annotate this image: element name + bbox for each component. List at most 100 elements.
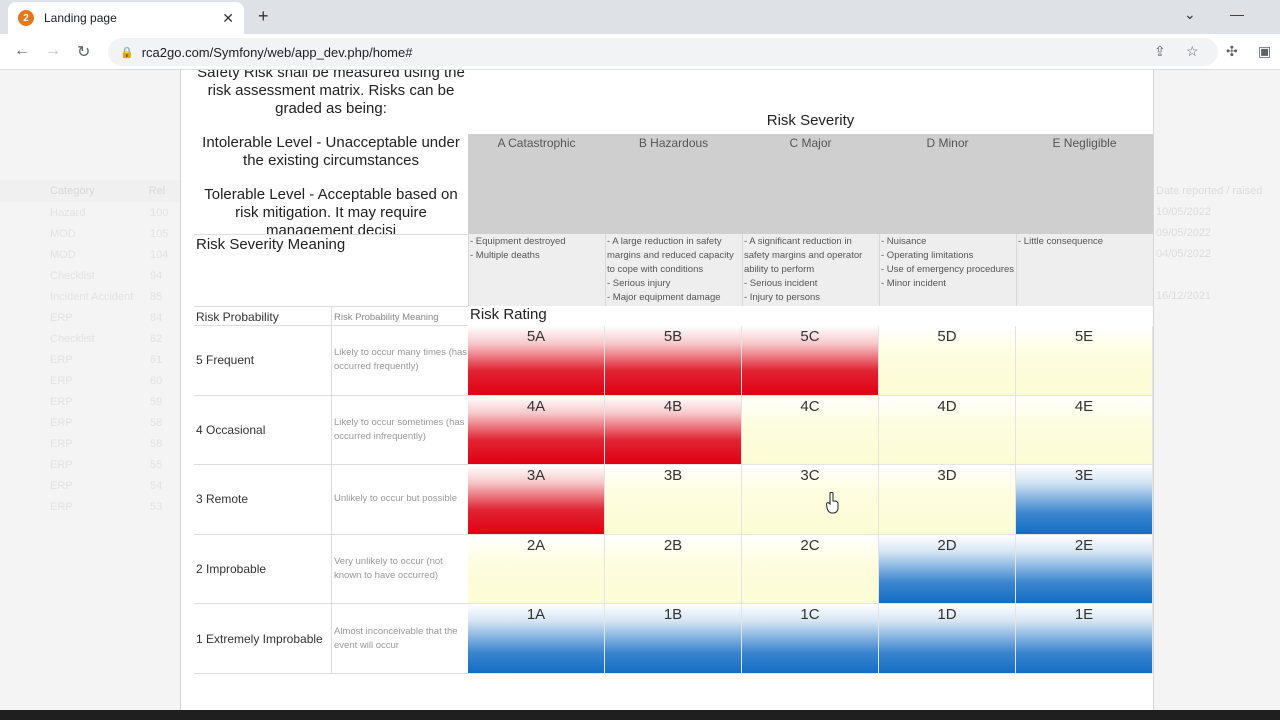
risk-rating-cell[interactable]: 2D xyxy=(879,534,1016,605)
bottom-bar xyxy=(0,710,1280,720)
address-bar[interactable]: 🔒 rca2go.com/Symfony/web/app_dev.php/hom… xyxy=(108,38,1218,66)
background-list-item: Incident Accident 85 xyxy=(0,286,180,307)
risk-probability-header: Risk Probability xyxy=(194,306,331,326)
background-count: 55 xyxy=(150,458,163,471)
background-category: ERP xyxy=(50,479,73,492)
background-list-item: Checklist 94 xyxy=(0,265,180,286)
probability-row-label: 5 Frequent xyxy=(194,326,331,396)
risk-matrix-modal: Safety Risk shall be measured using the … xyxy=(180,70,1154,710)
background-count: 59 xyxy=(150,395,163,408)
risk-rating-cell[interactable]: 1E xyxy=(1016,604,1153,674)
risk-probability-meaning-header: Risk Probability Meaning xyxy=(331,306,468,326)
background-category: Checklist xyxy=(50,269,95,282)
probability-row-meaning: Almost inconceivable that the event will… xyxy=(331,604,468,674)
risk-rating-cell[interactable]: 2B xyxy=(605,534,742,605)
probability-row-label: 1 Extremely Improbable xyxy=(194,604,331,674)
risk-intro-text: Safety Risk shall be measured using the … xyxy=(194,70,468,234)
risk-rating-cell[interactable]: 2C xyxy=(742,534,879,605)
risk-rating-cell[interactable]: 3C xyxy=(742,465,879,535)
minimize-icon[interactable]: — xyxy=(1230,6,1244,22)
bookmark-star-icon[interactable]: ☆ xyxy=(1186,43,1199,59)
background-category: ERP xyxy=(50,416,73,429)
background-list-header: Category Rel xyxy=(0,180,180,202)
background-list-item: ERP 60 xyxy=(0,370,180,391)
site-favicon-icon: 2 xyxy=(18,10,34,26)
intro-lead: Safety Risk shall be measured using the … xyxy=(197,70,465,117)
background-category: MOD xyxy=(50,248,76,261)
risk-rating-cell[interactable]: 4E xyxy=(1016,395,1153,466)
forward-icon[interactable]: → xyxy=(45,42,61,59)
background-date: 10/05/2022 xyxy=(1156,205,1212,218)
severity-column-c: C Major xyxy=(789,136,832,150)
background-category: ERP xyxy=(50,311,73,324)
background-category: Checklist xyxy=(50,332,95,345)
risk-rating-cell[interactable]: 4A xyxy=(468,395,605,466)
risk-rating-cell[interactable]: 3B xyxy=(605,465,742,535)
risk-rating-cell[interactable]: 4B xyxy=(605,395,742,466)
risk-rating-cell[interactable]: 5E xyxy=(1016,326,1153,396)
background-list-item: ERP 59 xyxy=(0,391,180,412)
tab-close-icon[interactable]: ✕ xyxy=(222,9,234,26)
severity-meaning-d: - Nuisance - Operating limitations - Use… xyxy=(879,234,1016,306)
background-list-item: ERP 55 xyxy=(0,454,180,475)
background-date xyxy=(1152,264,1280,285)
risk-rating-cell[interactable]: 3D xyxy=(879,465,1016,535)
share-icon[interactable]: ⇪ xyxy=(1154,43,1166,59)
probability-row-meaning: Likely to occur sometimes (has occurred … xyxy=(331,395,468,466)
background-list-item: ERP 53 xyxy=(0,496,180,517)
background-category: ERP xyxy=(50,374,73,387)
background-right-header: Date reported / raised xyxy=(1156,184,1263,197)
risk-rating-cell[interactable]: 5C xyxy=(742,326,879,396)
risk-rating-cell[interactable]: 3E xyxy=(1016,465,1153,535)
tab-search-icon[interactable]: ⌄ xyxy=(1184,6,1196,22)
browser-toolbar: ← → ↻ 🔒 rca2go.com/Symfony/web/app_dev.p… xyxy=(0,34,1280,70)
background-count: 84 xyxy=(150,311,163,324)
risk-rating-cell[interactable]: 1A xyxy=(468,604,605,674)
severity-header-background xyxy=(468,134,1153,234)
background-count: 60 xyxy=(150,374,163,387)
background-count: 53 xyxy=(150,500,163,513)
probability-row-label: 3 Remote xyxy=(194,465,331,535)
background-category: Incident Accident xyxy=(50,290,134,303)
background-category: ERP xyxy=(50,458,73,471)
risk-rating-cell[interactable]: 1D xyxy=(879,604,1016,674)
background-date: 09/05/2022 xyxy=(1156,226,1212,239)
background-category: ERP xyxy=(50,500,73,513)
intro-intolerable: Intolerable Level - Unacceptable under t… xyxy=(202,134,460,169)
background-list-item: MOD 104 xyxy=(0,244,180,265)
probability-row-meaning: Very unlikely to occur (not known to hav… xyxy=(331,534,468,605)
browser-tab[interactable]: 2 Landing page ✕ xyxy=(8,2,244,34)
back-icon[interactable]: ← xyxy=(14,42,30,59)
extensions-icon[interactable]: ✣ xyxy=(1226,43,1238,59)
background-count: 104 xyxy=(150,248,169,261)
background-date: 04/05/2022 xyxy=(1156,247,1212,260)
background-list-item: ERP 61 xyxy=(0,349,180,370)
risk-rating-cell[interactable]: 4C xyxy=(742,395,879,466)
risk-rating-cell[interactable]: 3A xyxy=(468,465,605,535)
reload-icon[interactable]: ↻ xyxy=(77,44,91,61)
risk-rating-cell[interactable]: 5A xyxy=(468,326,605,396)
risk-rating-title: Risk Rating xyxy=(470,306,547,323)
background-list: Hazard 100 MOD 105 MOD 104 Checklist 94 Incident… xyxy=(0,202,180,517)
severity-column-b: B Hazardous xyxy=(638,136,709,150)
intro-tolerable: Tolerable Level - Acceptable based on ri… xyxy=(204,186,458,234)
risk-rating-cell[interactable]: 1C xyxy=(742,604,879,674)
background-list-item: MOD 105 xyxy=(0,223,180,244)
risk-rating-cell[interactable]: 1B xyxy=(605,604,742,674)
browser-tab-bar: 2 Landing page ✕ + ⌄ — xyxy=(0,0,1280,34)
background-count: 62 xyxy=(150,332,163,345)
background-count: 61 xyxy=(150,353,163,366)
background-count: 54 xyxy=(150,479,163,492)
risk-rating-cell[interactable]: 4D xyxy=(879,395,1016,466)
risk-rating-cell[interactable]: 2E xyxy=(1016,534,1153,605)
background-list-item: ERP 84 xyxy=(0,307,180,328)
risk-rating-cell[interactable]: 5D xyxy=(879,326,1016,396)
background-list-item: Checklist 62 xyxy=(0,328,180,349)
risk-rating-cell[interactable]: 5B xyxy=(605,326,742,396)
side-panel-icon[interactable]: ▣ xyxy=(1258,43,1272,59)
risk-rating-cell[interactable]: 2A xyxy=(468,534,605,605)
new-tab-icon[interactable]: + xyxy=(258,6,269,26)
severity-meaning-b: - A large reduction in safety margins an… xyxy=(605,234,742,306)
severity-column-a: A Catastrophic xyxy=(497,136,576,150)
background-category: ERP xyxy=(50,353,73,366)
